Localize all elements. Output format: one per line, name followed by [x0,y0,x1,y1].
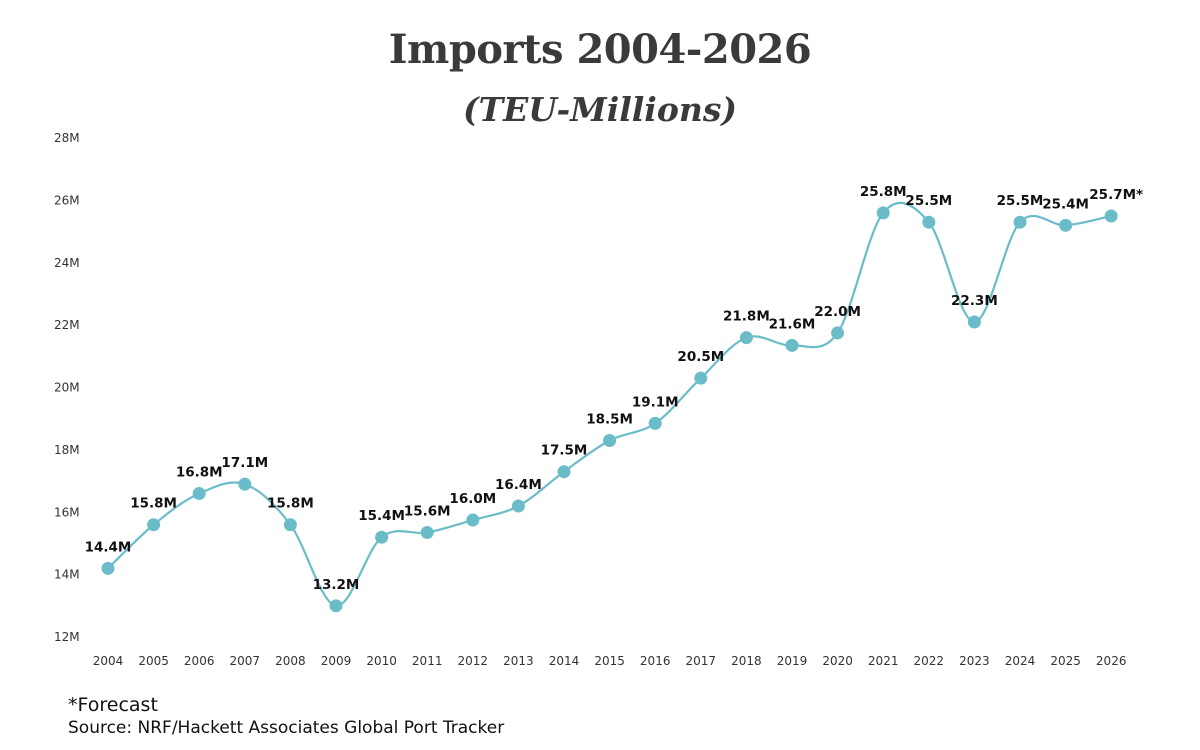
data-point [511,499,525,513]
data-label: 19.1M [632,394,679,410]
data-label: 15.4M [358,508,405,524]
x-tick-label: 2023 [959,654,990,668]
data-point [557,465,571,479]
data-point [101,561,115,575]
data-point [922,215,936,229]
y-tick-label: 24M [54,256,80,270]
x-tick-label: 2012 [458,654,489,668]
x-tick-label: 2014 [549,654,580,668]
data-label: 25.4M [1042,196,1089,212]
data-label: 25.5M [905,193,952,209]
data-point [283,518,297,532]
data-label: 25.7M* [1089,187,1143,203]
chart-title: Imports 2004-2026 [388,26,812,73]
y-tick-label: 14M [54,568,80,582]
data-point [967,315,981,329]
data-point [739,331,753,345]
x-tick-label: 2015 [594,654,625,668]
x-tick-label: 2008 [275,654,306,668]
data-point [1013,215,1027,229]
data-label: 21.6M [769,316,816,332]
data-point [192,487,206,501]
x-tick-label: 2024 [1005,654,1036,668]
data-point [1059,218,1073,232]
x-tick-label: 2022 [914,654,945,668]
data-point [1104,209,1118,223]
data-label: 20.5M [677,349,724,365]
y-tick-label: 20M [54,381,80,395]
y-tick-label: 26M [54,193,80,207]
data-point [147,518,161,532]
x-axis: 2004 2005 2006 2007 2008 2009 2010 2011 2012 2013… [93,654,1127,668]
x-tick-label: 2025 [1050,654,1081,668]
data-label: 25.8M [860,184,907,200]
y-tick-label: 22M [54,318,80,332]
data-label: 13.2M [313,577,360,593]
x-tick-label: 2019 [777,654,808,668]
x-tick-label: 2026 [1096,654,1127,668]
x-tick-label: 2007 [230,654,261,668]
x-tick-label: 2006 [184,654,215,668]
x-tick-label: 2005 [138,654,169,668]
data-point [238,477,252,491]
data-point [420,526,434,540]
forecast-note: *Forecast [68,694,158,716]
x-tick-label: 2010 [366,654,397,668]
chart-subtitle: (TEU-Millions) [462,90,738,129]
data-label: 15.6M [404,504,451,520]
data-label: 21.8M [723,309,770,325]
y-tick-label: 12M [54,630,80,644]
series-line [107,201,1112,607]
data-label: 14.4M [85,539,132,555]
data-label: 16.4M [495,477,542,493]
data-point [466,513,480,527]
data-point [876,206,890,220]
x-tick-label: 2004 [93,654,124,668]
x-tick-label: 2011 [412,654,443,668]
x-tick-label: 2009 [321,654,352,668]
source-note: Source: NRF/Hackett Associates Global Po… [68,718,505,738]
data-point [375,530,389,544]
data-label: 22.0M [814,304,861,320]
x-tick-label: 2021 [868,654,899,668]
data-label: 15.8M [267,496,314,512]
data-label: 16.8M [176,465,223,481]
data-label: 25.5M [997,193,1044,209]
data-label: 17.5M [541,443,588,459]
y-tick-label: 16M [54,505,80,519]
line-chart: 12M 14M 16M 18M 20M 22M 24M 26M 28M 2004 2005 2006… [54,131,1143,668]
y-tick-label: 28M [54,131,80,145]
x-tick-label: 2013 [503,654,534,668]
data-point [329,599,343,613]
y-tick-label: 18M [54,443,80,457]
data-point [785,338,799,352]
data-label: 22.3M [951,293,998,309]
x-tick-label: 2020 [822,654,853,668]
data-point [648,416,662,430]
x-tick-label: 2016 [640,654,671,668]
y-axis: 12M 14M 16M 18M 20M 22M 24M 26M 28M [54,131,80,644]
data-point [694,371,708,385]
data-label: 18.5M [586,412,633,428]
data-point [831,326,845,340]
data-label: 17.1M [221,455,268,471]
data-label: 15.8M [130,496,177,512]
x-tick-label: 2017 [686,654,717,668]
data-label: 16.0M [449,491,496,507]
x-tick-label: 2018 [731,654,762,668]
data-point [603,434,617,448]
